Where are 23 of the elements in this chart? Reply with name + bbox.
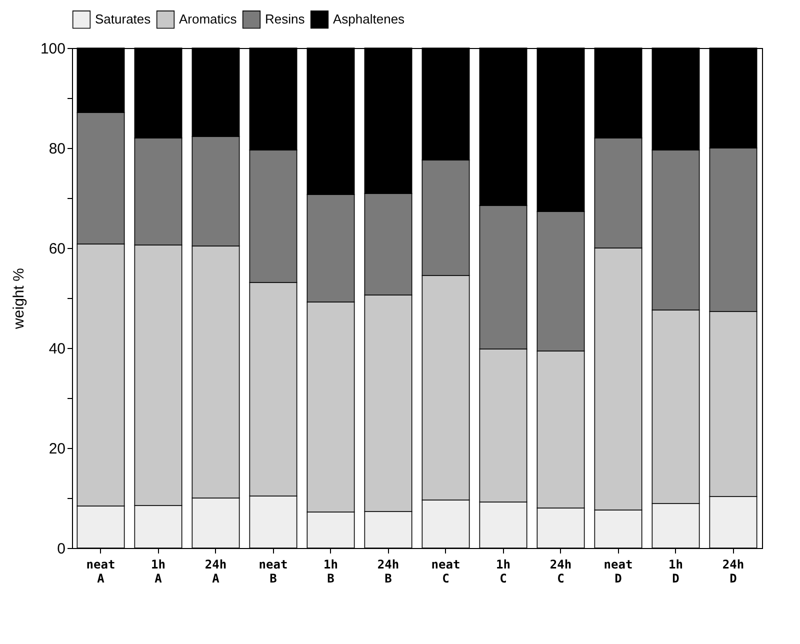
x-tick-label: 1h D (668, 558, 683, 586)
x-tick-label: 24h D (722, 558, 744, 586)
x-tick-label: neat D (604, 558, 633, 586)
x-tick-label: neat B (258, 558, 288, 586)
x-tick-label: 1h A (151, 558, 166, 586)
legend-label: Saturates (95, 12, 152, 27)
x-tick-label: 1h C (496, 558, 510, 586)
x-tick-label: 24h A (204, 558, 227, 586)
x-tick-label: neat C (431, 558, 460, 586)
legend-label: Resins (265, 12, 306, 27)
legend-label: Aromatics (179, 12, 238, 27)
y-tick-label: 100 (40, 40, 66, 58)
y-tick-label: 60 (48, 240, 66, 258)
x-tick-label: 24h B (377, 558, 400, 586)
x-tick-label: neat A (86, 558, 116, 586)
y-axis-title: weight % (10, 268, 28, 330)
x-tick-label: 24h C (550, 558, 572, 586)
y-tick-label: 0 (57, 540, 66, 558)
legend-label: Asphaltenes (333, 12, 406, 27)
y-tick-label: 40 (48, 340, 66, 358)
y-tick-label: 80 (48, 140, 66, 158)
x-tick-label: 1h B (324, 558, 338, 586)
y-tick-label: 20 (48, 440, 66, 458)
